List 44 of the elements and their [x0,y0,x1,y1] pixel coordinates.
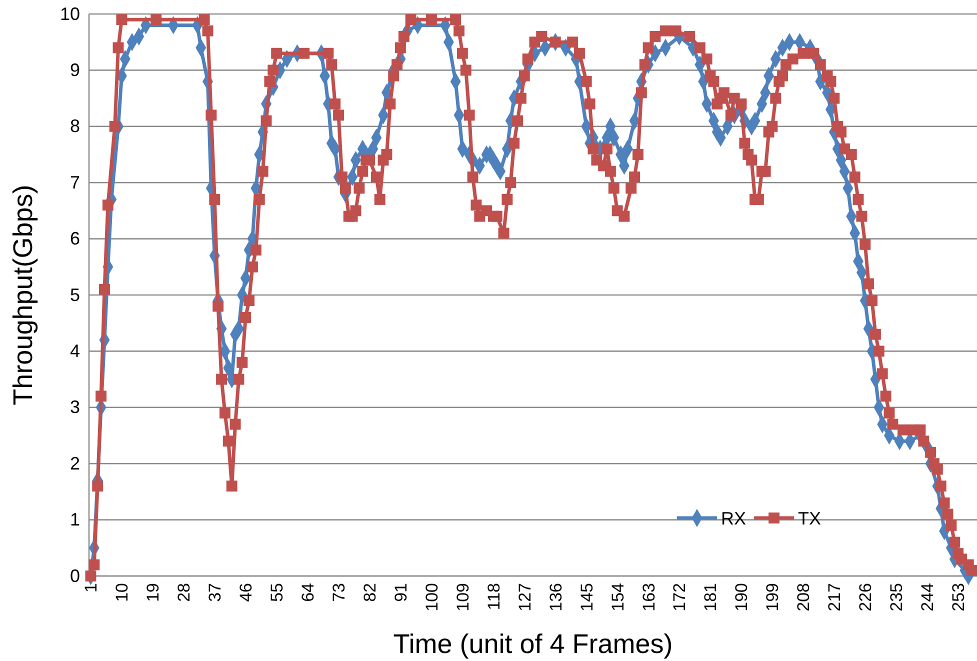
x-tick-label: 118 [484,583,504,610]
y-tick-label: 5 [70,284,80,305]
x-tick-label: 226 [856,583,876,612]
x-tick-label: 163 [639,583,658,612]
x-tick-label: 64 [298,583,318,602]
x-tick-label: 199 [763,583,782,612]
x-tick-label: 109 [453,583,472,612]
x-tick-label: 217 [825,583,844,612]
legend-label: RX [721,508,746,528]
x-tick-label: 19 [144,583,163,602]
x-tick-label: 145 [577,583,596,612]
y-tick-label: 6 [70,228,80,249]
x-tick-label: 235 [887,583,906,612]
y-tick-label: 8 [70,116,80,136]
x-tick-label: 172 [670,583,690,612]
x-tick-label: 91 [391,583,410,602]
x-axis-title: Time (unit of 4 Frames) [393,629,673,659]
x-tick-label: 244 [918,583,938,612]
x-tick-label: 136 [546,583,566,612]
legend-label: TX [798,508,822,528]
y-tick-label: 9 [70,60,80,80]
x-tick-label: 208 [794,583,814,612]
x-tick-label: 37 [206,583,225,602]
y-tick-label: 3 [70,397,80,418]
x-tick-label: 181 [701,583,720,612]
y-tick-label: 7 [70,172,80,192]
y-tick-label: 2 [70,453,80,474]
x-tick-label: 253 [949,583,968,612]
x-tick-label: 154 [608,583,628,612]
x-tick-label: 55 [268,583,287,602]
y-tick-label: 4 [70,340,80,361]
x-tick-label: 10 [112,583,132,602]
x-tick-label: 100 [422,583,442,612]
y-axis-title: Throughput(Gbps) [8,184,38,406]
x-tick-label: 190 [732,583,752,612]
x-tick-label: 73 [329,583,348,602]
y-tick-label: 1 [70,510,80,530]
x-tick-label: 46 [236,583,256,602]
y-tick-label: 10 [60,4,80,24]
x-tick-label: 1 [82,583,101,592]
y-tick-label: 0 [70,566,80,586]
x-tick-label: 82 [360,583,380,602]
x-tick-label: 28 [174,583,194,602]
x-tick-label: 127 [515,583,534,612]
